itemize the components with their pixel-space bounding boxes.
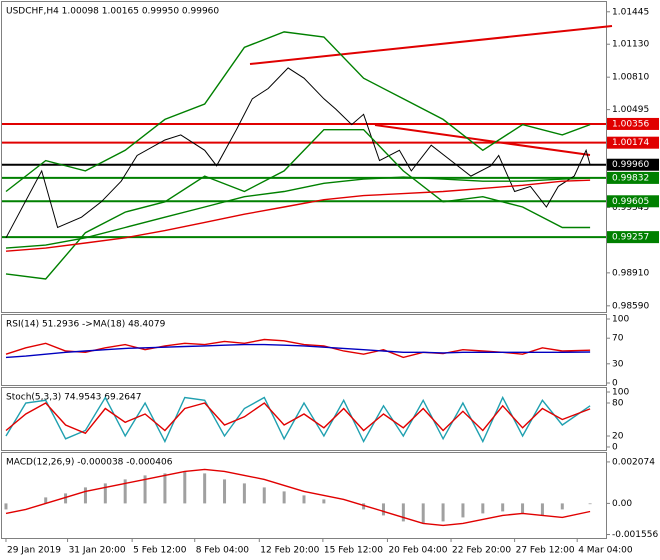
histogram-bar bbox=[302, 495, 306, 504]
histogram-bar bbox=[461, 503, 465, 518]
macd-pane bbox=[1, 452, 607, 539]
x-tick-label: 27 Feb 12:00 bbox=[516, 546, 575, 556]
series-line bbox=[5, 338, 591, 359]
y-tick-label: -0.001556 bbox=[612, 530, 658, 540]
histogram-bar bbox=[203, 473, 207, 504]
histogram-bar bbox=[401, 503, 405, 522]
y-tick-label: 0.002074 bbox=[612, 457, 655, 467]
series-line bbox=[5, 402, 591, 435]
level-label: 0.99960 bbox=[612, 160, 649, 170]
histogram-bar bbox=[381, 503, 385, 516]
series-line bbox=[5, 468, 591, 527]
series-line bbox=[5, 395, 591, 444]
level-label-bg bbox=[607, 136, 659, 149]
histogram-bar bbox=[521, 503, 525, 514]
histogram-bar bbox=[103, 483, 107, 504]
histogram-bar bbox=[183, 471, 187, 504]
x-tick-label: 5 Feb 12:00 bbox=[133, 546, 187, 556]
y-tick-label: 0.00 bbox=[612, 499, 632, 509]
histogram-bar bbox=[322, 499, 326, 504]
y-tick-label: 20 bbox=[612, 432, 624, 442]
series-line bbox=[5, 129, 591, 280]
y-tick-label: 0 bbox=[612, 379, 618, 389]
x-tick-label: 8 Feb 04:00 bbox=[196, 546, 250, 556]
histogram-bar bbox=[588, 503, 592, 505]
histogram-bar bbox=[4, 503, 8, 510]
histogram-bar bbox=[560, 503, 564, 510]
pane-title: USDCHF,H4 1.00098 1.00165 0.99950 0.9996… bbox=[6, 7, 219, 17]
x-tick-label: 12 Feb 20:00 bbox=[260, 546, 319, 556]
y-tick-label: 1.01445 bbox=[612, 7, 649, 17]
histogram-bar bbox=[143, 475, 147, 504]
y-tick-label: 100 bbox=[612, 388, 629, 398]
stoch-pane bbox=[1, 387, 607, 451]
y-tick-label: 0.98590 bbox=[612, 301, 649, 311]
trend-line bbox=[374, 124, 591, 156]
histogram-bar bbox=[362, 503, 366, 510]
histogram-bar bbox=[441, 503, 445, 522]
level-label: 0.99605 bbox=[612, 197, 649, 207]
histogram-bar bbox=[481, 503, 485, 514]
y-tick-label: 30 bbox=[612, 359, 624, 369]
histogram-bar bbox=[501, 503, 505, 512]
x-tick-label: 15 Feb 12:00 bbox=[324, 546, 383, 556]
histogram-bar bbox=[123, 479, 127, 504]
histogram-bar bbox=[540, 503, 544, 516]
histogram-bar bbox=[64, 493, 68, 504]
histogram-bar bbox=[242, 483, 246, 504]
y-tick-label: 0.99545 bbox=[612, 203, 649, 213]
x-tick-label: 29 Jan 2019 bbox=[7, 546, 61, 556]
level-label: 0.99832 bbox=[612, 173, 649, 183]
level-label-bg bbox=[607, 171, 659, 184]
rsi-pane bbox=[1, 314, 607, 386]
x-tick-label: 22 Feb 20:00 bbox=[452, 546, 511, 556]
histogram-bar bbox=[421, 503, 425, 524]
histogram-bar bbox=[282, 491, 286, 504]
series-line bbox=[5, 179, 591, 252]
series-line bbox=[5, 343, 591, 359]
pane-title: Stoch(5,3,3) 74.9543 69.2647 bbox=[6, 393, 141, 403]
y-tick-label: 1.00810 bbox=[612, 73, 649, 83]
x-tick-label: 4 Mar 04:00 bbox=[578, 546, 633, 556]
y-tick-label: 1.00495 bbox=[612, 105, 649, 115]
level-label-bg bbox=[607, 158, 659, 171]
histogram-bar bbox=[44, 497, 48, 504]
histogram-bar bbox=[223, 479, 227, 504]
histogram-bar bbox=[83, 487, 87, 504]
level-label: 1.00356 bbox=[612, 119, 649, 129]
y-tick-label: 0.98910 bbox=[612, 268, 649, 278]
level-label: 1.00174 bbox=[612, 138, 649, 148]
y-tick-label: 0 bbox=[612, 443, 618, 453]
x-tick-label: 31 Jan 20:00 bbox=[69, 546, 126, 556]
pane-title: RSI(14) 51.2936 ->MA(18) 48.4079 bbox=[6, 320, 166, 330]
series-line bbox=[5, 31, 591, 193]
y-tick-label: 1.01130 bbox=[612, 40, 649, 50]
y-tick-label: 70 bbox=[612, 334, 624, 344]
histogram-bar bbox=[262, 487, 266, 504]
level-label-bg bbox=[607, 195, 659, 208]
series-line bbox=[5, 67, 591, 239]
y-tick-label: 80 bbox=[612, 399, 624, 409]
level-label: 0.99257 bbox=[612, 233, 649, 243]
x-tick-label: 20 Feb 04:00 bbox=[388, 546, 447, 556]
level-label-bg bbox=[607, 231, 659, 244]
main-pane bbox=[1, 1, 607, 313]
pane-title: MACD(12,26,9) -0.000038 -0.000406 bbox=[6, 458, 173, 468]
series-line bbox=[5, 176, 591, 249]
trend-line bbox=[249, 25, 613, 65]
level-label-bg bbox=[607, 117, 659, 130]
y-tick-label: 100 bbox=[612, 315, 629, 325]
histogram-bar bbox=[163, 473, 167, 504]
